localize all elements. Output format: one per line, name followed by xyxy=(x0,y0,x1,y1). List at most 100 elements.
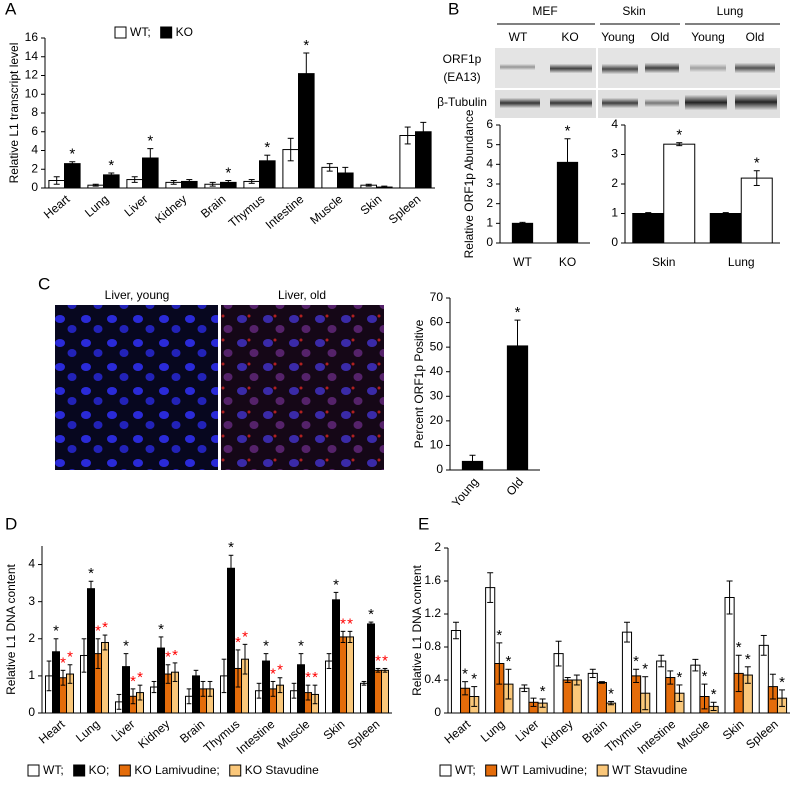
error-bar xyxy=(102,634,108,651)
y-axis-title: Percent ORF1p Positive xyxy=(412,319,426,448)
significance: * xyxy=(633,653,639,670)
error-bar xyxy=(130,688,136,705)
lane-label: WT xyxy=(509,30,528,44)
y-tick-label: 1 xyxy=(611,206,618,220)
significance: * xyxy=(108,157,114,174)
y-tick-label: 3 xyxy=(611,147,618,161)
error-bar xyxy=(172,662,178,682)
significance: * xyxy=(303,37,309,54)
bar xyxy=(450,630,462,714)
bar xyxy=(367,623,375,714)
x-tick-label: Spleen xyxy=(345,717,383,752)
legend-label: WT; xyxy=(43,763,64,777)
y-tick-label: 20 xyxy=(430,413,444,427)
significance: * xyxy=(102,619,108,636)
error-bar xyxy=(420,121,427,142)
y-tick-label: 50 xyxy=(430,339,444,353)
x-tick-label: Skin xyxy=(358,192,385,218)
error-bar xyxy=(701,683,708,710)
error-bar xyxy=(131,176,138,183)
bar xyxy=(596,681,607,714)
significance: * xyxy=(375,652,381,669)
y-tick-label: 8 xyxy=(31,105,38,119)
significance: * xyxy=(67,649,73,666)
error-bar xyxy=(496,642,503,685)
error-bar xyxy=(221,658,227,694)
error-bar xyxy=(368,621,374,627)
x-tick-label: Muscle xyxy=(674,717,712,752)
bar xyxy=(690,664,701,714)
legend-swatch xyxy=(485,764,498,777)
micrographs: Liver, young Liver, old xyxy=(55,288,384,470)
y-tick-label: 16 xyxy=(25,30,39,44)
panel-label: B xyxy=(448,0,459,18)
significance: * xyxy=(642,661,648,678)
legend-label: KO Stavudine xyxy=(245,763,319,777)
legend-label: WT Lamivudine; xyxy=(501,763,587,777)
y-tick-label: 12 xyxy=(25,68,39,82)
significance: * xyxy=(736,639,742,656)
bar xyxy=(562,679,573,714)
error-bar xyxy=(277,677,283,694)
x-tick-label: Lung xyxy=(73,717,102,745)
bar xyxy=(656,660,667,714)
legend-label: WT; xyxy=(130,25,151,39)
significance: * xyxy=(471,671,477,688)
significance: * xyxy=(270,665,276,682)
bar xyxy=(101,641,109,714)
x-tick-label: Spleen xyxy=(386,192,424,227)
error-bar xyxy=(46,660,52,692)
bar xyxy=(346,636,354,714)
error-bar xyxy=(165,664,171,684)
panel-label: D xyxy=(5,514,17,533)
significance: * xyxy=(147,133,153,150)
significance: * xyxy=(676,127,682,144)
error-bar xyxy=(667,670,674,685)
bar xyxy=(511,222,534,244)
error-bar xyxy=(735,654,742,693)
legend-label: KO xyxy=(176,25,193,39)
y-tick-label: 4 xyxy=(28,557,35,571)
y-tick-label: 4 xyxy=(611,117,618,131)
x-tick-label: Kidney xyxy=(152,192,189,226)
blot-group: MEF xyxy=(532,4,557,18)
bar xyxy=(360,682,368,714)
y-tick-label: 0 xyxy=(434,705,441,719)
error-bar xyxy=(514,319,521,373)
y-tick-label: 4 xyxy=(486,157,493,171)
x-tick-label: Heart xyxy=(36,717,68,747)
error-bar xyxy=(779,689,786,707)
error-bar xyxy=(209,181,216,187)
error-bar xyxy=(487,572,494,603)
error-bar xyxy=(404,126,411,145)
legend-label: WT Stavudine xyxy=(612,763,687,777)
significance: * xyxy=(505,653,511,670)
y-tick-label: 0 xyxy=(436,462,443,476)
x-tick-label: Skin xyxy=(652,255,675,269)
x-tick-label: Intestine xyxy=(234,717,278,757)
y-tick-label: 5 xyxy=(486,137,493,151)
y-tick-label: 10 xyxy=(25,86,39,100)
significance: * xyxy=(745,651,751,668)
error-bar xyxy=(753,170,760,186)
error-bar xyxy=(676,684,683,702)
error-bar xyxy=(769,673,776,700)
error-bar xyxy=(722,212,729,215)
x-tick-label: Lung xyxy=(478,717,507,745)
error-bar xyxy=(381,185,388,189)
y-tick-label: 0 xyxy=(28,705,35,719)
y-tick-label: 14 xyxy=(25,49,39,63)
error-bar xyxy=(347,630,353,643)
error-bar xyxy=(469,454,476,469)
significance: * xyxy=(264,139,270,156)
significance: * xyxy=(340,615,346,632)
error-bar xyxy=(248,179,255,184)
error-bar xyxy=(123,653,129,681)
error-bar xyxy=(471,686,478,707)
error-bar xyxy=(598,681,605,684)
y-tick-label: 6 xyxy=(31,124,38,138)
error-bar xyxy=(60,669,66,686)
bar xyxy=(587,672,598,714)
significance: * xyxy=(277,662,283,679)
